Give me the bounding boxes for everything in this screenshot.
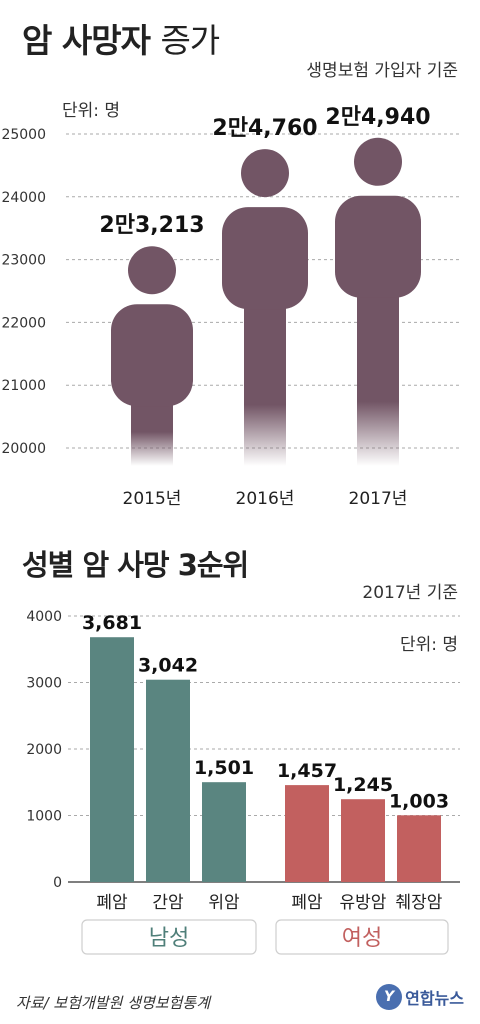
chart2-bar bbox=[341, 799, 385, 882]
chart1-data-label: 2만4,760 bbox=[212, 116, 317, 141]
chart2-y-tick: 2000 bbox=[26, 742, 62, 758]
female-group-label-pill bbox=[275, 919, 449, 955]
chart2-x-label: 간암 bbox=[152, 893, 184, 913]
chart1-figure-body bbox=[222, 207, 308, 310]
chart1-title: 암 사망자 증가 bbox=[22, 21, 220, 60]
male-group-label-pill bbox=[81, 919, 257, 955]
chart2-data-label: 1,245 bbox=[333, 774, 393, 796]
chart2-x-label: 유방암 bbox=[340, 893, 387, 913]
chart2-unit-label: 단위: 명 bbox=[399, 635, 458, 655]
chart2-y-tick: 0 bbox=[53, 875, 62, 891]
chart2-data-label: 1,003 bbox=[389, 790, 449, 812]
chart1-y-tick: 21000 bbox=[1, 378, 46, 394]
male-group-label: 남성 bbox=[149, 926, 189, 951]
chart2-x-label: 위암 bbox=[208, 893, 240, 913]
chart1-y-tick: 25000 bbox=[1, 127, 46, 143]
chart1-y-tick: 23000 bbox=[1, 253, 46, 269]
chart1-y-tick: 24000 bbox=[1, 190, 46, 206]
chart1-figure-body bbox=[335, 195, 421, 298]
chart1-subtitle: 생명보험 가입자 기준 bbox=[306, 61, 458, 81]
chart1-x-label: 2017년 bbox=[349, 489, 408, 509]
female-group-label: 여성 bbox=[342, 926, 382, 951]
chart2-y-tick: 4000 bbox=[26, 609, 62, 625]
yonhap-logo: Y 연합뉴스 bbox=[376, 984, 464, 1010]
chart1-y-tick: 22000 bbox=[1, 315, 46, 331]
chart1-figure-head bbox=[354, 137, 402, 186]
chart2-bar bbox=[146, 679, 190, 882]
chart1-data-label: 2만4,940 bbox=[325, 105, 430, 130]
chart1-figure-body bbox=[111, 304, 193, 407]
chart2-year-basis: 2017년 기준 bbox=[362, 583, 458, 603]
source-note: 자료/ 보험개발원 생명보험통계 bbox=[16, 994, 210, 1012]
chart2-bar bbox=[285, 785, 329, 882]
chart2-data-label: 1,501 bbox=[194, 757, 254, 779]
chart2-bar bbox=[90, 637, 134, 882]
chart2-bar bbox=[397, 815, 441, 882]
chart1-figure-head bbox=[241, 149, 289, 198]
chart2-x-label: 폐암 bbox=[96, 893, 128, 913]
yonhap-logo-name: 연합뉴스 bbox=[405, 989, 464, 1008]
chart2-data-label: 3,681 bbox=[82, 612, 142, 634]
chart2-title: 성별 암 사망 3순위 bbox=[22, 548, 249, 582]
chart1-unit-label: 단위: 명 bbox=[62, 101, 121, 121]
chart1-figure-head bbox=[128, 246, 176, 295]
chart2-y-tick: 3000 bbox=[26, 676, 62, 692]
chart1-x-label: 2015년 bbox=[123, 489, 182, 509]
chart1-y-tick: 20000 bbox=[1, 441, 46, 457]
chart2-x-label: 췌장암 bbox=[396, 893, 443, 913]
chart2-data-label: 1,457 bbox=[277, 760, 337, 782]
chart2-x-label: 폐암 bbox=[291, 893, 323, 913]
chart1-x-label: 2016년 bbox=[236, 489, 295, 509]
chart2-data-label: 3,042 bbox=[138, 655, 198, 677]
chart2-y-tick: 1000 bbox=[26, 809, 62, 825]
chart2-bar bbox=[202, 782, 246, 882]
chart1-data-label: 2만3,213 bbox=[99, 213, 204, 238]
yonhap-logo-icon: Y bbox=[376, 984, 403, 1010]
